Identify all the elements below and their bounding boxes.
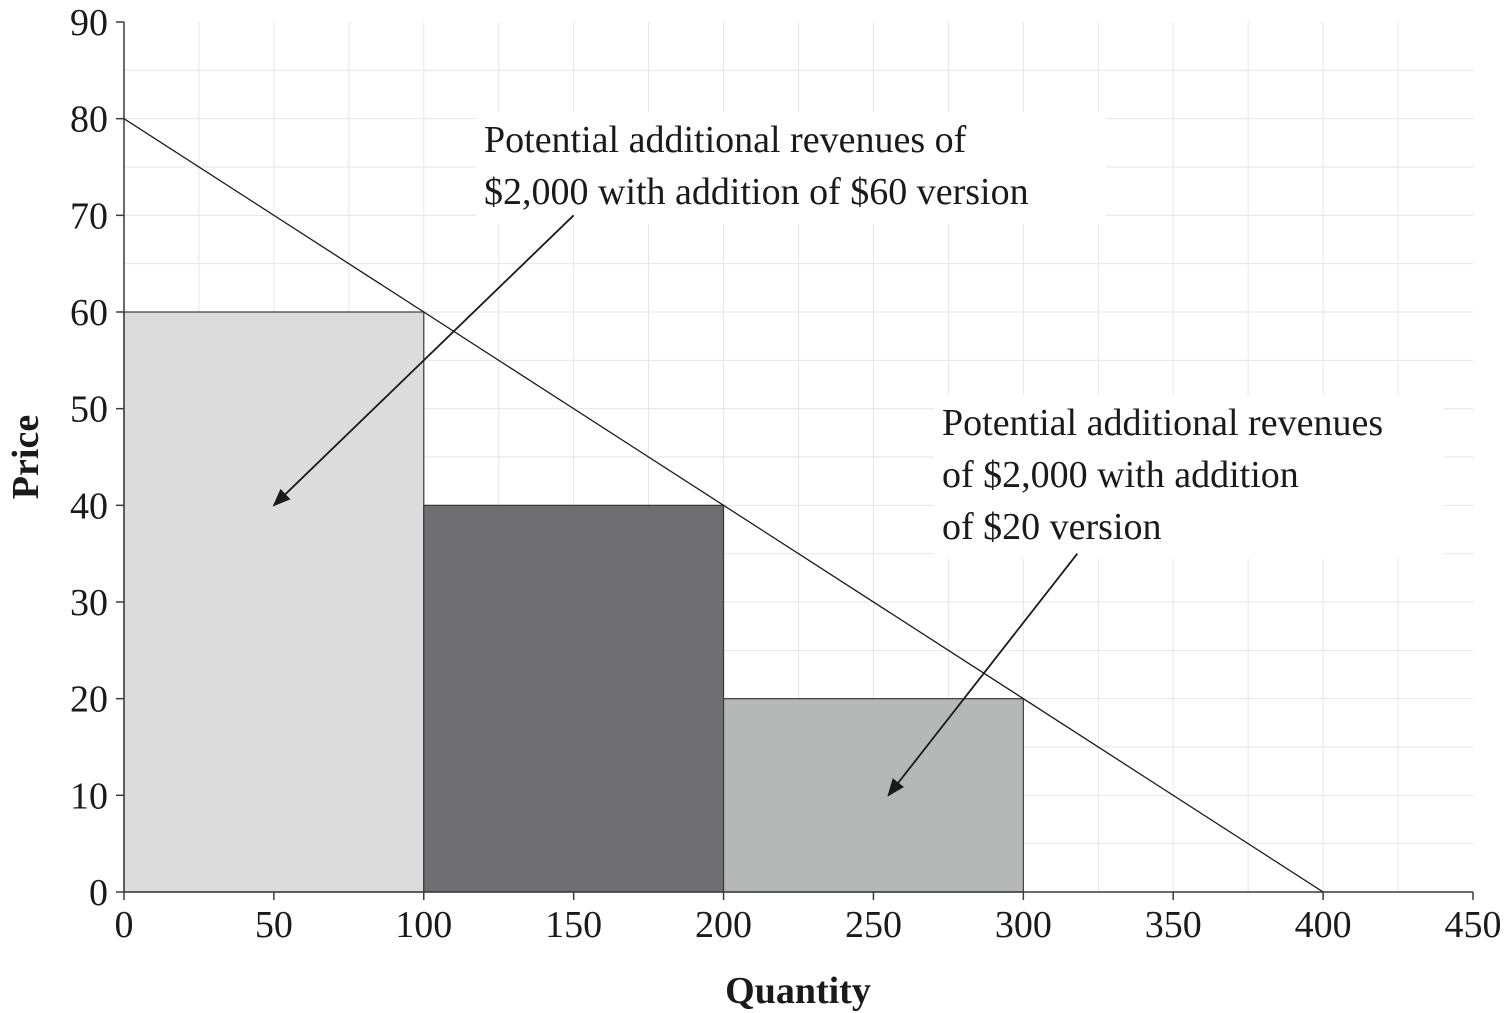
y-tick-label: 50 xyxy=(70,389,108,431)
annotation-arrow-1 xyxy=(272,214,575,507)
y-tick-label: 90 xyxy=(70,2,108,44)
x-tick-label: 0 xyxy=(115,904,134,946)
annotation-arrow-2 xyxy=(887,553,1079,797)
y-tick-label: 80 xyxy=(70,99,108,141)
annotation-1-line-1: Potential additional revenues of xyxy=(484,119,967,161)
annotation-background xyxy=(934,395,1444,559)
y-tick-label: 40 xyxy=(70,485,108,527)
demand-line xyxy=(123,118,1324,893)
bar-1 xyxy=(123,311,425,893)
y-axis-title: Price xyxy=(5,415,47,499)
x-tick-label: 300 xyxy=(995,904,1052,946)
annotation-2-line-2: of $2,000 with addition xyxy=(942,454,1299,496)
x-tick-label: 250 xyxy=(845,904,902,946)
bars xyxy=(123,311,1024,893)
axes xyxy=(116,21,1474,900)
x-tick-label: 200 xyxy=(695,904,752,946)
demand-line-group xyxy=(123,118,1324,893)
x-tick-label: 350 xyxy=(1145,904,1202,946)
annotation-background xyxy=(476,112,1106,224)
y-tick-label: 0 xyxy=(89,872,108,914)
annotation-1-line-2: $2,000 with addition of $60 version xyxy=(484,171,1029,213)
x-tick-label: 400 xyxy=(1295,904,1352,946)
bar-3 xyxy=(722,698,1024,893)
x-tick-label: 100 xyxy=(395,904,452,946)
y-tick-label: 20 xyxy=(70,679,108,721)
x-axis-title: Quantity xyxy=(725,970,871,1012)
x-tick-label: 450 xyxy=(1445,904,1502,946)
y-tick-label: 70 xyxy=(70,195,108,237)
y-tick-label: 30 xyxy=(70,582,108,624)
bar-2 xyxy=(423,504,725,893)
tick-labels: 0 50 100 150 200 250 300 350 400 450 0 10 20 30 40 50 60… xyxy=(70,2,1502,946)
y-tick-label: 10 xyxy=(70,775,108,817)
annotation-2-line-1: Potential additional revenues xyxy=(942,402,1383,444)
x-tick-label: 150 xyxy=(545,904,602,946)
annotation-2-line-3: of $20 version xyxy=(942,506,1162,548)
y-tick-label: 60 xyxy=(70,292,108,334)
x-tick-label: 50 xyxy=(255,904,293,946)
annotations: Potential additional revenues of $2,000 w… xyxy=(272,112,1444,797)
